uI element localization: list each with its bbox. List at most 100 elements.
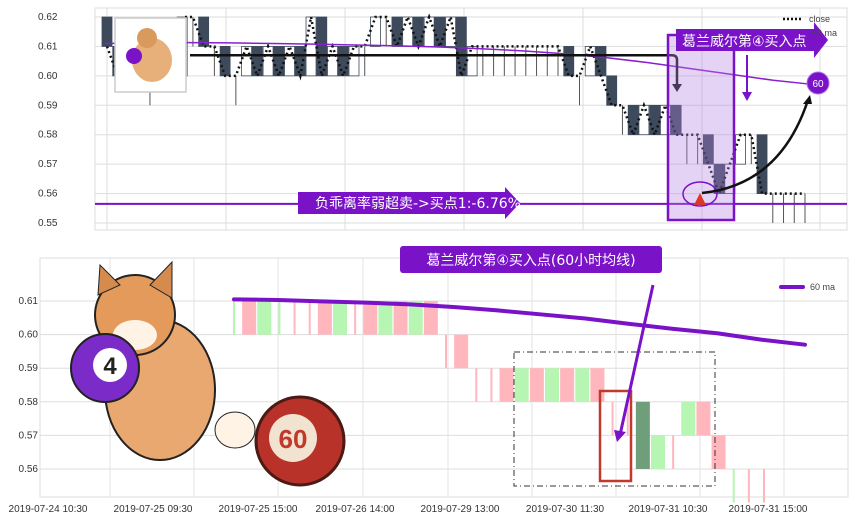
curved-arrow [701,99,810,195]
ma-badge-label: 60 [812,79,824,90]
candle [575,368,590,402]
candle [455,16,467,77]
candle [735,134,746,165]
y-tick-label: 0.61 [38,41,58,52]
y-tick-label: 0.57 [19,430,39,441]
ball-4-face [93,348,127,382]
candle [402,16,414,47]
candle [499,368,514,402]
y-tick-label: 0.58 [38,130,58,141]
arrow-head-icon [742,92,752,101]
y-tick-label: 0.59 [19,363,39,374]
signal-label: 葛兰威尔第④买入点 [682,33,807,50]
pointer-arrow [618,284,655,436]
legend-ma-label: 60 ma [812,28,837,38]
candle [348,46,360,77]
ball-4-label: 4 [103,353,117,380]
y-tick-label: 0.60 [38,71,58,82]
ma60-line [104,41,816,86]
x-tick-label: 2019-07-29 13:00 [421,504,500,515]
dog-ear [149,260,173,299]
y-tick-label: 0.60 [19,330,39,341]
arrow-head-icon [803,95,812,104]
candle [101,16,113,47]
candle [756,134,768,194]
legend-ma-label: 60 ma [810,282,835,292]
candle [327,46,338,77]
candle [257,301,272,335]
candle [273,46,285,77]
candle [305,16,317,77]
legend-close-label: close [809,14,830,24]
bottom-panel: 0.61 0.60 0.59 0.58 0.57 0.56 2019-07-24 10:30… [9,246,849,515]
candle [713,163,725,194]
deviation-label: 负乖离率弱超卖->买点1:-6.76% [315,195,521,212]
candle [423,16,435,47]
candle [563,46,575,77]
x-tick-label: 2019-07-30 11:30 [526,504,605,515]
candle [660,104,671,136]
dog-ear [97,263,121,296]
candle [391,16,403,47]
dog-head [137,28,157,48]
y-tick-label: 0.61 [19,296,39,307]
y-tick-label: 0.56 [19,464,39,475]
candle [635,401,650,469]
candle [363,301,378,335]
candle [337,46,349,77]
x-tick-label: 2019-07-24 10:30 [9,504,88,515]
arrow-head-icon [672,84,682,92]
y-tick-label: 0.55 [38,218,58,229]
candle [241,46,253,77]
candle [711,435,726,469]
candle [251,46,263,77]
candle [560,368,575,402]
signal-arrow [676,22,828,58]
candle [590,368,605,402]
top-panel: 0.62 0.61 0.60 0.59 0.58 0.57 0.56 0.55 60 葛兰威尔第④… [38,7,848,231]
candle [638,104,650,136]
x-tick-label: 2019-07-25 15:00 [219,504,298,515]
candle [595,46,607,77]
deviation-arrow [298,187,520,219]
candle [545,368,559,402]
candle [317,301,332,335]
y-tick-label: 0.56 [38,189,58,200]
ma-badge [806,71,830,95]
y-tick-label: 0.59 [38,100,58,111]
title-box-label: 葛兰威尔第④买入点(60小时均线) [426,252,635,269]
buy-candle-box [598,389,633,483]
candle [284,46,295,77]
candle [445,16,457,47]
candle [681,401,696,436]
candle [627,104,639,136]
ball-60-label: 60 [279,424,308,454]
candle [393,301,408,335]
buy-point-circle [682,181,718,207]
close-line [105,12,805,198]
arrow-head-icon [614,430,626,442]
candle [198,16,210,47]
buy-triangle-icon [694,193,706,205]
candle [242,301,257,335]
buy-zone-highlight [666,33,736,222]
candle [413,16,424,47]
candle [219,46,231,77]
candle [651,435,665,469]
candle [606,75,618,106]
candle [529,368,544,402]
x-tick-label: 2019-07-31 10:30 [629,504,708,515]
candle [584,46,596,77]
y-tick-label: 0.62 [38,12,58,23]
dog-tail [214,411,256,449]
candle [702,134,714,165]
candle [696,401,711,436]
candle [649,104,661,136]
title-box [400,246,662,273]
candle [333,301,347,335]
x-tick-label: 2019-07-31 15:00 [729,504,808,515]
reference-line [190,54,679,85]
candle [408,301,423,335]
y-tick-label: 0.57 [38,159,58,170]
